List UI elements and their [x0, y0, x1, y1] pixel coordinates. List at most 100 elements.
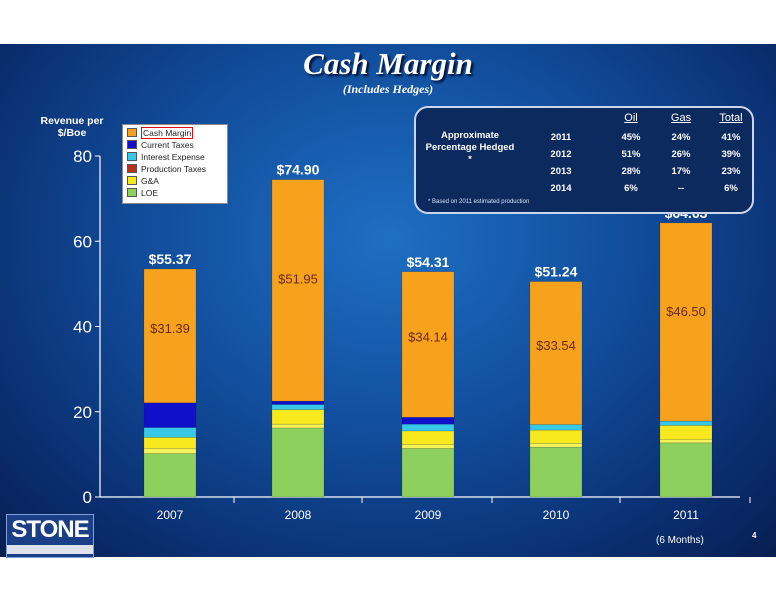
margin-label-2007: $31.39	[150, 321, 190, 336]
bar-g-a-2009	[401, 444, 455, 449]
y-tick-label-40: 40	[73, 318, 92, 337]
months-annotation: (6 Months)	[656, 535, 704, 546]
y-tick-label-0: 0	[83, 488, 92, 507]
hedge-cell-gas: 17%	[671, 166, 691, 177]
hedge-cell-gas: 24%	[671, 132, 691, 143]
total-label-2010: $51.24	[535, 264, 578, 280]
legend-item-g-a: G&A	[127, 176, 159, 187]
hedge-cell-oil: 6%	[624, 183, 638, 194]
hedge-table: Approximate Percentage Hedged * Oil Gas …	[414, 106, 754, 214]
bar-production-taxes-2009	[401, 430, 455, 445]
legend-item-current-taxes: Current Taxes	[127, 140, 194, 151]
legend-item-cash-margin: Cash Margin	[127, 127, 194, 139]
total-label-2008: $74.90	[277, 162, 320, 178]
y-tick-label-60: 60	[73, 232, 92, 251]
logo-text: STONE	[11, 516, 89, 543]
hedge-cell-oil: 45%	[621, 132, 641, 143]
x-tick-label-2007: 2007	[157, 508, 184, 522]
total-label-2009: $54.31	[407, 254, 450, 270]
x-tick-label-2011: 2011	[673, 508, 699, 522]
chart-bars	[143, 179, 713, 498]
hedge-row-2014: 2014 6% -- 6%	[536, 183, 746, 199]
bar-g-a-2007	[143, 448, 197, 454]
legend-item-loe: LOE	[127, 188, 158, 199]
bar-loe-2009	[401, 448, 455, 498]
bar-g-a-2008	[271, 423, 325, 429]
chart-subtitle: (Includes Hedges)	[342, 82, 434, 96]
hedge-row-2013: 2013 28% 17% 23%	[536, 166, 746, 182]
hedge-cell-gas: 26%	[671, 149, 691, 160]
hedge-header-gas: Gas	[670, 112, 692, 124]
bar-production-taxes-2008	[271, 409, 325, 425]
legend-swatch	[127, 188, 137, 198]
legend-label: Interest Expense	[141, 152, 205, 162]
page-number: 4	[752, 531, 757, 540]
hedge-header-oil: Oil	[624, 112, 638, 124]
legend-label: Cash Margin	[141, 127, 194, 139]
bar-current-taxes-2007	[143, 402, 197, 428]
legend-swatch	[127, 140, 137, 150]
hedge-cell-total: 23%	[721, 166, 741, 177]
company-logo: STONE	[6, 514, 94, 558]
hedge-footnote: * Based on 2011 estimated production	[428, 199, 530, 205]
bar-loe-2007	[143, 453, 197, 498]
hedge-cell-oil: 28%	[621, 166, 641, 177]
legend-swatch	[127, 176, 137, 186]
hedge-cell-total: 39%	[721, 149, 741, 160]
bar-production-taxes-2010	[529, 429, 583, 444]
legend-label: Production Taxes	[141, 164, 207, 174]
hedge-cell-total: 6%	[724, 183, 738, 194]
slide-background: Cash Margin (Includes Hedges) 0 20 40 60 80 R…	[0, 44, 776, 558]
margin-label-2011: $46.50	[666, 304, 706, 319]
legend-item-production-taxes: Production Taxes	[127, 164, 206, 175]
bar-interest-expense-2007	[143, 427, 197, 438]
hedge-cell-oil: 51%	[621, 149, 641, 160]
legend-swatch	[127, 128, 137, 138]
hedge-cell-year: 2011	[550, 132, 572, 143]
x-tick-label-2010: 2010	[543, 508, 570, 522]
bar-cash-margin-2011	[659, 222, 713, 422]
bar-production-taxes-2007	[143, 437, 197, 449]
hedge-cell-year: 2013	[550, 166, 572, 177]
bar-interest-expense-2010	[529, 424, 583, 431]
legend-label: LOE	[141, 188, 159, 198]
y-tick-label-20: 20	[73, 403, 92, 422]
bar-g-a-2011	[659, 439, 713, 444]
hedge-cell-total: 41%	[721, 132, 741, 143]
x-tick-label-2008: 2008	[285, 508, 312, 522]
total-label-2007: $55.37	[149, 251, 192, 267]
bar-interest-expense-2008	[271, 404, 325, 410]
legend-item-interest-expense: Interest Expense	[127, 152, 205, 163]
margin-label-2008: $51.95	[278, 271, 318, 286]
legend-swatch	[127, 152, 137, 162]
hedge-row-2012: 2012 51% 26% 39%	[536, 149, 746, 165]
bar-loe-2008	[271, 427, 325, 498]
bar-cash-margin-2007	[143, 268, 197, 404]
bar-chart: 0 20 40 60 80 Revenue per $/Boe $55.37 $31.39 20…	[40, 115, 751, 522]
legend-label: Current Taxes	[141, 140, 194, 150]
bar-loe-2010	[529, 446, 583, 498]
x-tick-label-2009: 2009	[415, 508, 442, 522]
bar-interest-expense-2009	[401, 423, 455, 432]
y-tick-label-80: 80	[73, 147, 92, 166]
hedge-row-2011: 2011 45% 24% 41%	[536, 132, 746, 148]
hedge-header-total: Total	[719, 112, 743, 124]
bar-current-taxes-2009	[401, 417, 455, 425]
hedge-cell-gas: --	[677, 183, 685, 194]
margin-label-2010: $33.54	[536, 338, 576, 353]
bar-cash-margin-2008	[271, 179, 325, 402]
hedge-label: Approximate Percentage Hedged *	[425, 130, 515, 165]
chart-legend: Cash Margin Current Taxes Interest Expense…	[122, 124, 228, 204]
bar-cash-margin-2009	[401, 271, 455, 418]
bar-cash-margin-2010	[529, 281, 583, 425]
bar-loe-2011	[659, 442, 713, 498]
bar-current-taxes-2008	[271, 400, 325, 405]
hedge-cell-year: 2014	[550, 183, 572, 194]
logo-underbar	[7, 545, 93, 554]
chart-title: Cash Margin	[303, 46, 473, 81]
legend-swatch	[127, 164, 137, 174]
bar-production-taxes-2011	[659, 425, 713, 440]
y-axis-title: Revenue per $/Boe	[40, 115, 103, 139]
bar-interest-expense-2011	[659, 420, 713, 426]
bar-g-a-2010	[529, 443, 583, 448]
